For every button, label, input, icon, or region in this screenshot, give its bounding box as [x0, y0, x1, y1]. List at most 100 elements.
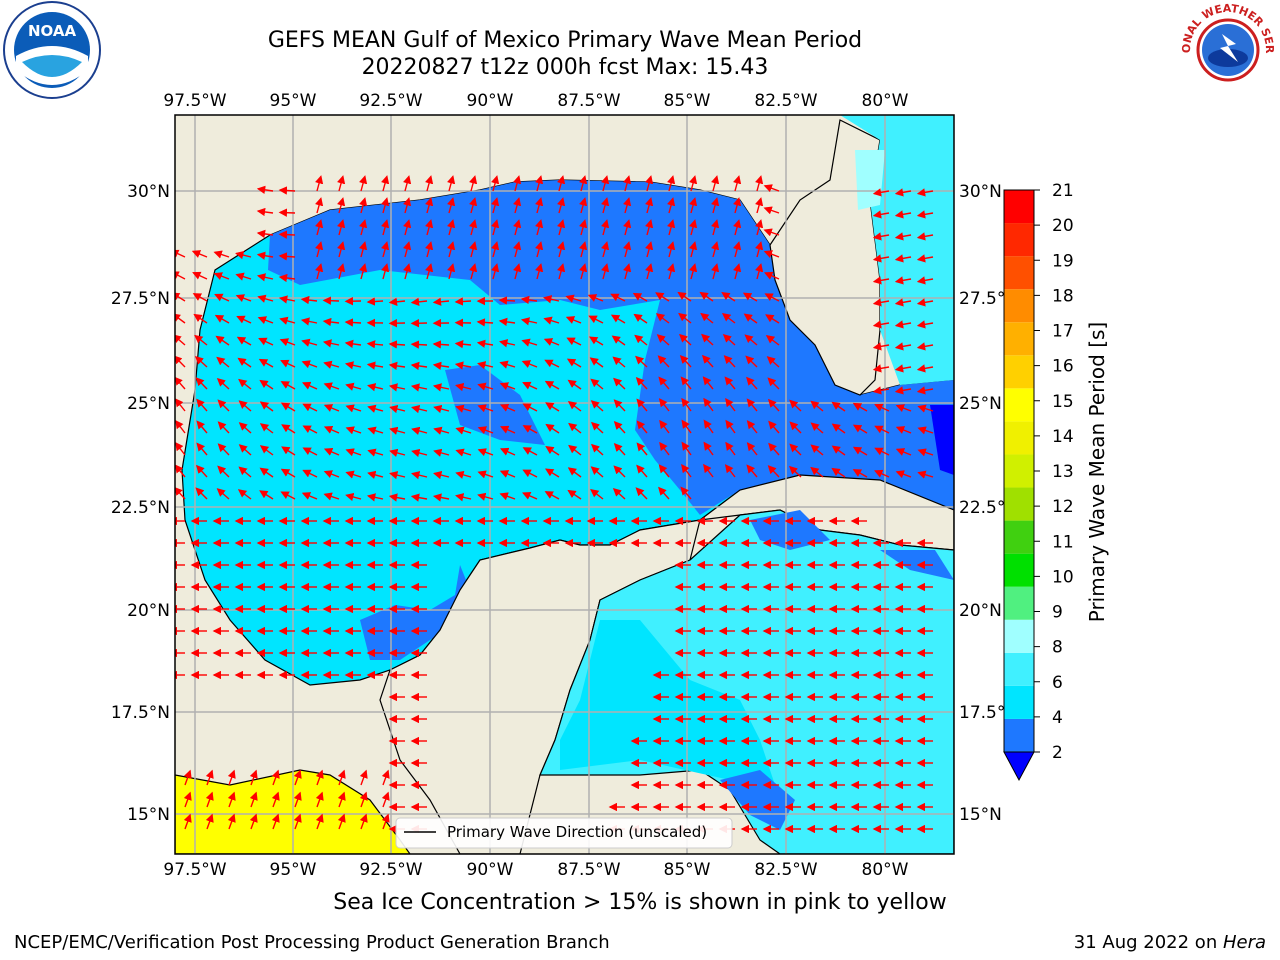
map-frame: [174, 114, 955, 855]
wave-arrow: [680, 376, 692, 390]
wave-arrow: [315, 197, 324, 214]
wave-arrow: [566, 337, 582, 346]
wave-arrow: [872, 188, 890, 197]
wave-arrow: [403, 175, 412, 192]
wave-arrow: [196, 420, 208, 434]
wave-arrow: [764, 293, 780, 302]
wave-arrow: [499, 403, 516, 412]
wave-arrow: [447, 241, 456, 258]
wave-arrow: [657, 355, 670, 368]
wave-arrow: [236, 315, 252, 324]
wave-arrow: [366, 340, 384, 349]
wave-arrow: [557, 197, 566, 214]
wave-arrow: [491, 263, 500, 280]
wave-arrow: [359, 197, 368, 214]
wave-arrow: [227, 813, 236, 830]
wave-arrow: [432, 361, 450, 370]
wave-arrow: [590, 488, 604, 500]
wave-arrow: [711, 219, 720, 236]
wave-arrow: [522, 469, 538, 478]
wave-arrow: [895, 404, 912, 413]
lon-tick-top: 97.5°W: [163, 91, 226, 111]
wave-arrow: [257, 316, 274, 325]
wave-arrow: [238, 378, 252, 390]
wave-arrow: [196, 398, 208, 412]
wave-arrow: [610, 293, 626, 302]
wave-arrow: [590, 443, 604, 456]
wave-arrow: [689, 175, 698, 192]
colorbar-band: [1004, 685, 1034, 719]
wave-arrow: [567, 401, 582, 412]
wave-arrow: [590, 421, 604, 434]
wave-arrow: [175, 376, 186, 390]
wave-arrow: [703, 397, 714, 412]
lon-tick-top: 80°W: [862, 91, 909, 111]
wave-arrow: [323, 492, 340, 501]
wave-arrow: [280, 381, 296, 390]
wave-arrow: [601, 241, 610, 258]
wave-arrow: [557, 263, 566, 280]
wave-arrow: [513, 263, 522, 280]
wave-arrow: [703, 419, 714, 434]
wave-arrow: [522, 403, 538, 412]
lat-tick-right: 20°N: [959, 601, 1002, 621]
lon-tick-bottom: 95°W: [270, 860, 317, 880]
nws-logo-icon: NATIONAL WEATHER SERVICE: [1178, 0, 1276, 97]
wave-arrow: [545, 446, 560, 456]
colorbar-band: [1004, 619, 1034, 653]
wave-arrow: [894, 188, 912, 197]
wave-arrow: [499, 382, 516, 391]
wave-arrow: [175, 249, 186, 258]
wave-arrow: [667, 241, 676, 258]
wave-arrow: [271, 813, 280, 830]
wave-arrow: [237, 489, 252, 500]
wave-arrow: [216, 377, 230, 390]
wave-arrow: [256, 185, 274, 194]
wave-arrow: [345, 426, 362, 435]
wave-arrow: [763, 228, 780, 237]
wave-arrow: [701, 333, 714, 346]
wave-arrow: [214, 314, 230, 324]
wave-arrow: [680, 486, 692, 500]
wave-arrow: [344, 361, 362, 370]
wave-arrow: [476, 318, 494, 327]
wave-arrow: [256, 207, 274, 217]
wave-arrow: [411, 448, 428, 458]
wave-arrow: [315, 791, 324, 808]
wave-arrow: [388, 493, 406, 502]
wave-arrow: [281, 424, 296, 434]
wave-arrow: [579, 241, 588, 258]
wave-arrow: [579, 263, 588, 280]
wave-arrow: [455, 404, 472, 413]
lon-tick-bottom: 82.5°W: [754, 860, 817, 880]
wave-arrow: [768, 420, 780, 434]
wave-arrow: [894, 386, 912, 395]
grid-lines: [175, 115, 954, 854]
wave-arrow: [194, 355, 208, 368]
lat-tick-left: 15°N: [127, 805, 170, 825]
wave-arrow: [215, 335, 230, 346]
wave-arrow: [567, 489, 582, 500]
lon-tick-top: 95°W: [270, 91, 317, 111]
wave-arrow: [513, 241, 522, 258]
wave-arrow: [711, 175, 720, 192]
wave-arrow: [872, 276, 890, 285]
wave-arrow: [411, 404, 428, 414]
wave-arrow: [469, 197, 478, 214]
wave-arrow: [522, 447, 538, 456]
wave-arrow: [872, 386, 890, 395]
wave-arrow: [767, 465, 780, 478]
wave-arrow: [403, 197, 412, 214]
wave-arrow: [545, 402, 560, 412]
wave-arrow: [359, 263, 368, 280]
wave-arrow: [645, 197, 654, 214]
wave-arrow: [724, 464, 736, 478]
wave-arrow: [175, 292, 186, 302]
wave-arrow: [216, 356, 230, 368]
colorbar-tick-label: 4: [1052, 708, 1063, 728]
wave-arrow: [499, 492, 516, 501]
wave-arrow: [587, 294, 604, 302]
wave-arrow: [763, 250, 780, 259]
wave-arrow: [302, 381, 318, 390]
wave-arrow: [916, 232, 934, 241]
